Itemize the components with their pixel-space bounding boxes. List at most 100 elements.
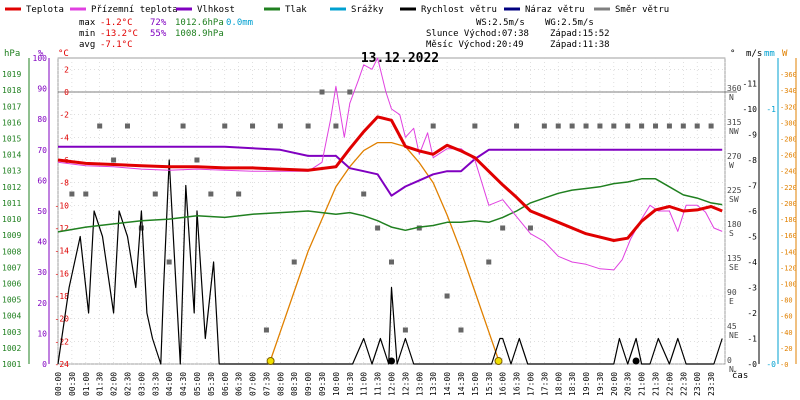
- stats-min-label: min: [79, 29, 95, 39]
- dir-tick-compass: N: [729, 93, 734, 102]
- wind-direction-point: [277, 123, 283, 129]
- wind-direction-point: [375, 225, 381, 231]
- x-tick-label: 06:30: [235, 372, 244, 396]
- hpa-tick-label: 1002: [2, 344, 21, 353]
- axis-mm-label: mm: [764, 49, 775, 59]
- hpa-tick-label: 1010: [2, 215, 21, 224]
- temp-tick-label: -10: [55, 201, 70, 210]
- sun-marker: [494, 357, 503, 365]
- hpa-tick-label: 1019: [2, 70, 21, 79]
- x-tick-label: 19:00: [582, 372, 591, 396]
- axis-temp-label: °C: [58, 49, 69, 59]
- x-tick-label: 16:00: [499, 372, 508, 396]
- hpa-tick-label: 1008: [2, 247, 21, 256]
- w-tick-label: -180: [780, 216, 797, 224]
- temp-tick-label: 2: [64, 65, 69, 74]
- x-tick-label: 10:30: [346, 372, 355, 396]
- wind-direction-point: [541, 123, 547, 129]
- x-tick-label: 12:00: [388, 372, 397, 396]
- wind-direction-point: [500, 225, 506, 231]
- axis-w-label: W: [782, 49, 788, 59]
- x-tick-label: 23:00: [693, 372, 702, 396]
- w-tick-label: -20: [780, 345, 793, 353]
- pct-tick-label: 60: [37, 176, 47, 185]
- wind-direction-point: [653, 123, 659, 129]
- x-tick-label: 20:00: [610, 372, 619, 396]
- x-tick-label: 11:00: [360, 372, 369, 396]
- wind-direction-point: [444, 293, 450, 299]
- w-tick-label: -340: [780, 87, 797, 95]
- chart-title: 13.12.2022: [361, 51, 439, 66]
- x-tick-label: 10:00: [332, 372, 341, 396]
- legend-label: Srážky: [351, 5, 384, 15]
- x-tick-label: 09:00: [304, 372, 313, 396]
- x-tick-label: 03:00: [137, 372, 146, 396]
- w-tick-label: -360: [780, 71, 797, 79]
- w-tick-label: -220: [780, 184, 797, 192]
- pct-tick-label: 70: [37, 146, 47, 155]
- wind-direction-point: [514, 123, 520, 129]
- ms-tick-label: -4: [747, 258, 757, 267]
- legend-label: Teplota: [26, 5, 64, 15]
- wind-direction-point: [263, 327, 269, 333]
- legend-label: Vlhkost: [197, 5, 235, 15]
- wind-direction-point: [250, 123, 256, 129]
- dir-tick-compass: S: [729, 229, 734, 238]
- axis-dir-label: °: [730, 49, 735, 59]
- wind-direction-point: [555, 123, 561, 129]
- x-tick-label: 12:30: [401, 372, 410, 396]
- plot-area: hPa% °C ° m/s mm W100110021003100410051006100…: [2, 49, 797, 396]
- wind-direction-point: [666, 123, 672, 129]
- x-tick-label: 07:00: [249, 372, 258, 396]
- x-tick-label: 13:30: [429, 372, 438, 396]
- w-tick-label: -160: [780, 232, 797, 240]
- wind-direction-point: [486, 259, 492, 265]
- x-tick-label: 03:30: [151, 372, 160, 396]
- x-tick-label: 19:30: [596, 372, 605, 396]
- wind-direction-point: [124, 123, 130, 129]
- wind-direction-point: [430, 123, 436, 129]
- stats-panel: max -1.2°C 72% 1012.6hPa 0.0mm min -13.2…: [79, 18, 610, 50]
- x-tick-label: 00:00: [54, 372, 63, 396]
- series-line-p-zemn-teplota: [57, 57, 723, 271]
- x-tick-label: 15:00: [471, 372, 480, 396]
- x-tick-label: 01:30: [96, 372, 105, 396]
- w-tick-label: -260: [780, 152, 797, 160]
- temp-tick-label: 0: [64, 88, 69, 97]
- wind-direction-point: [680, 123, 686, 129]
- wind-direction-point: [208, 191, 214, 197]
- wind-direction-point: [97, 123, 103, 129]
- x-tick-label: 16:30: [513, 372, 522, 396]
- dir-tick-compass: SW: [729, 195, 739, 204]
- temp-tick-label: -14: [55, 247, 70, 256]
- w-tick-label: -320: [780, 103, 797, 111]
- wind-direction-point: [305, 123, 311, 129]
- pct-tick-label: 20: [37, 299, 47, 308]
- stats-moon: Měsíc Východ:20:49: [426, 40, 524, 50]
- legend-label: Rychlost větru: [421, 5, 497, 15]
- wind-direction-point: [347, 89, 353, 95]
- x-tick-label: 00:30: [68, 372, 77, 396]
- stats-max-label: max: [79, 18, 96, 28]
- axis-pct-label: %: [38, 49, 44, 59]
- x-tick-label: 18:00: [554, 372, 563, 396]
- hpa-tick-label: 1007: [2, 263, 21, 272]
- w-tick-label: -120: [780, 264, 797, 272]
- pct-tick-label: 40: [37, 238, 47, 247]
- stats-max-temp: -1.2°C: [100, 18, 133, 28]
- x-tick-label: 22:30: [679, 372, 688, 396]
- stats-sun-set: Západ:15:52: [550, 29, 610, 39]
- dir-tick-label: 270: [727, 152, 742, 161]
- hpa-tick-label: 1012: [2, 183, 21, 192]
- moon-marker: [388, 357, 395, 365]
- hpa-tick-label: 1011: [2, 199, 21, 208]
- hpa-tick-label: 1017: [2, 102, 21, 111]
- mm-tick-label: -0: [766, 360, 776, 369]
- temp-tick-label: -2: [59, 111, 69, 120]
- ms-tick-label: -9: [747, 131, 757, 140]
- x-tick-label: 08:30: [290, 372, 299, 396]
- stats-min-temp: -13.2°C: [100, 29, 138, 39]
- hpa-tick-label: 1009: [2, 231, 21, 240]
- w-tick-label: -200: [780, 200, 797, 208]
- axis-hpa-label: hPa: [4, 49, 20, 59]
